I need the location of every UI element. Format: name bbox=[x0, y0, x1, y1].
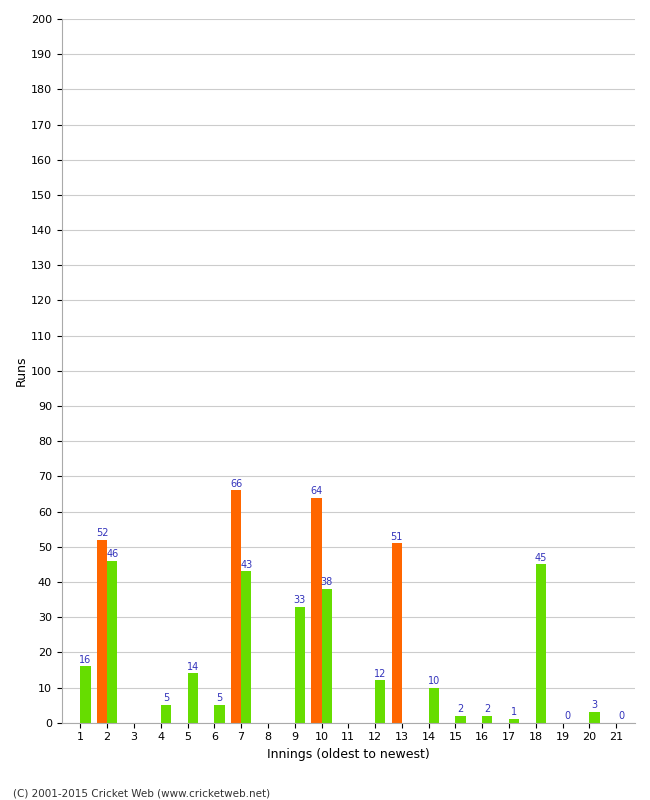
Text: 5: 5 bbox=[216, 694, 222, 703]
Bar bbox=[429, 687, 439, 722]
Bar bbox=[161, 705, 171, 722]
Text: 51: 51 bbox=[391, 531, 403, 542]
X-axis label: Innings (oldest to newest): Innings (oldest to newest) bbox=[267, 748, 430, 761]
Text: 10: 10 bbox=[428, 676, 440, 686]
Text: 64: 64 bbox=[310, 486, 322, 496]
Text: 2: 2 bbox=[484, 704, 491, 714]
Bar bbox=[590, 712, 600, 722]
Bar bbox=[241, 571, 252, 722]
Text: (C) 2001-2015 Cricket Web (www.cricketweb.net): (C) 2001-2015 Cricket Web (www.cricketwe… bbox=[13, 788, 270, 798]
Text: 66: 66 bbox=[230, 478, 242, 489]
Bar bbox=[536, 564, 546, 722]
Text: 1: 1 bbox=[511, 707, 517, 718]
Text: 3: 3 bbox=[592, 701, 597, 710]
Bar bbox=[81, 666, 90, 722]
Bar bbox=[375, 681, 385, 722]
Bar bbox=[392, 543, 402, 722]
Bar bbox=[482, 716, 493, 722]
Text: 12: 12 bbox=[374, 669, 386, 678]
Bar bbox=[97, 540, 107, 722]
Text: 33: 33 bbox=[294, 595, 306, 605]
Bar bbox=[107, 561, 118, 722]
Text: 45: 45 bbox=[535, 553, 547, 562]
Text: 14: 14 bbox=[187, 662, 199, 672]
Bar bbox=[231, 490, 241, 722]
Bar bbox=[322, 589, 332, 722]
Bar bbox=[311, 498, 322, 722]
Bar bbox=[188, 674, 198, 722]
Text: 43: 43 bbox=[240, 560, 252, 570]
Text: 0: 0 bbox=[618, 711, 625, 721]
Bar bbox=[214, 705, 224, 722]
Text: 5: 5 bbox=[162, 694, 169, 703]
Y-axis label: Runs: Runs bbox=[15, 356, 28, 386]
Bar bbox=[456, 716, 465, 722]
Bar bbox=[294, 606, 305, 722]
Text: 52: 52 bbox=[96, 528, 109, 538]
Text: 38: 38 bbox=[320, 578, 333, 587]
Text: 0: 0 bbox=[565, 711, 571, 721]
Text: 16: 16 bbox=[79, 654, 92, 665]
Text: 2: 2 bbox=[458, 704, 463, 714]
Text: 46: 46 bbox=[106, 549, 118, 559]
Bar bbox=[509, 719, 519, 722]
